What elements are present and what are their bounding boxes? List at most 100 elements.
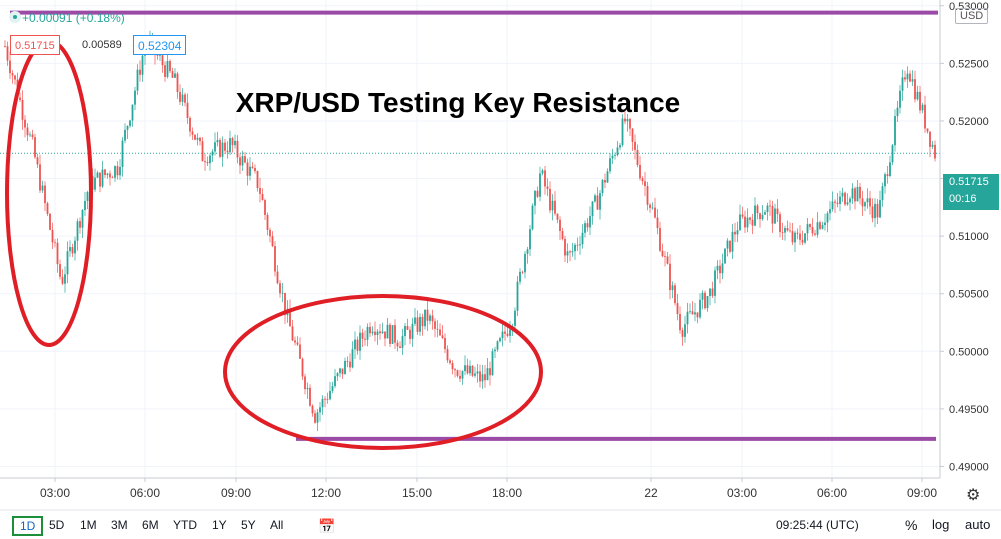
candle — [636, 144, 639, 168]
gear-icon[interactable]: ⚙ — [966, 487, 981, 504]
candle — [291, 319, 294, 342]
candle — [896, 100, 899, 123]
candle — [4, 40, 6, 48]
candle — [116, 161, 119, 180]
annotation-ellipse-center — [223, 294, 543, 450]
range-ytd-button[interactable]: YTD — [173, 518, 197, 532]
candle — [871, 198, 874, 223]
candle — [21, 90, 24, 130]
candle — [876, 199, 879, 225]
candle — [444, 333, 446, 354]
range-3m-button[interactable]: 3M — [111, 518, 128, 532]
candle — [794, 230, 796, 253]
candle — [621, 113, 624, 147]
candle — [864, 201, 866, 212]
candle — [499, 336, 501, 343]
candle — [269, 227, 271, 243]
candle — [494, 346, 496, 359]
candle — [301, 357, 304, 380]
time-tick-label: 06:00 — [817, 486, 847, 500]
candle — [486, 358, 489, 381]
candle — [616, 141, 619, 157]
candle — [114, 165, 116, 182]
price-axis[interactable]: 0.530000.525000.520000.515000.510000.505… — [939, 0, 989, 512]
candle — [659, 221, 661, 253]
candle — [604, 173, 606, 189]
candle — [661, 243, 664, 258]
candle — [359, 325, 361, 360]
candle — [676, 293, 679, 321]
currency-label[interactable]: USD — [955, 8, 989, 24]
candle — [686, 302, 689, 334]
current-price-value: 0.51715 — [949, 176, 989, 188]
candle — [884, 172, 886, 194]
change-text: +0.00091 (+0.18%) — [22, 11, 125, 25]
candle — [124, 123, 126, 144]
candle — [879, 190, 881, 219]
range-1y-button[interactable]: 1Y — [212, 518, 227, 532]
level-lines — [10, 10, 938, 441]
candle — [689, 303, 691, 315]
candle — [174, 68, 176, 79]
candle — [889, 155, 891, 178]
candle — [406, 318, 409, 330]
candle — [259, 177, 261, 203]
range-1m-button[interactable]: 1M — [80, 518, 97, 532]
candle — [404, 322, 406, 346]
range-all-button[interactable]: All — [270, 518, 284, 532]
candle — [566, 243, 569, 264]
clock-utc[interactable]: 09:25:44 (UTC) — [776, 518, 859, 532]
candle — [536, 186, 539, 199]
candle — [279, 280, 281, 298]
candle — [924, 95, 926, 133]
candle — [411, 317, 414, 347]
candle — [481, 364, 484, 389]
calendar-icon[interactable]: 📅 — [318, 518, 336, 534]
range-5d-button[interactable]: 5D — [49, 518, 65, 532]
candle — [59, 259, 61, 280]
candle — [479, 364, 481, 388]
candle — [364, 330, 366, 346]
candle — [341, 368, 344, 379]
candle — [539, 166, 541, 202]
candlestick-series — [4, 30, 936, 432]
candle — [294, 336, 296, 346]
candle — [654, 197, 656, 219]
candle — [734, 222, 736, 243]
candle — [596, 187, 599, 210]
candle — [506, 326, 509, 338]
candle — [426, 301, 429, 331]
percent-button[interactable]: % — [905, 517, 918, 533]
candle — [611, 148, 614, 164]
candle — [31, 129, 34, 140]
candle — [11, 70, 14, 84]
price-tick-label: 0.52000 — [949, 116, 989, 128]
candle — [714, 266, 716, 304]
candle — [26, 123, 29, 141]
price-tick-label: 0.49000 — [949, 461, 989, 473]
annotation-ellipse-left — [5, 39, 93, 347]
range-6m-button[interactable]: 6M — [142, 518, 159, 532]
candle — [284, 292, 286, 324]
candle — [361, 328, 364, 347]
candle — [256, 170, 259, 192]
candle — [316, 409, 319, 432]
log-button[interactable]: log — [932, 517, 950, 532]
candle — [741, 206, 744, 219]
auto-button[interactable]: auto — [965, 517, 991, 532]
ask-value[interactable]: 0.52304 — [133, 35, 187, 55]
candle — [776, 199, 779, 222]
candle — [369, 322, 371, 338]
range-5y-button[interactable]: 5Y — [241, 518, 256, 532]
candle — [934, 140, 936, 162]
candle — [541, 168, 544, 176]
range-1d-button[interactable]: 1D — [12, 516, 44, 536]
candle — [471, 365, 474, 378]
candle — [34, 133, 36, 159]
bid-value[interactable]: 0.51715 — [10, 35, 60, 55]
candle — [729, 240, 731, 254]
candle — [466, 358, 469, 375]
time-axis[interactable]: 03:00 06:00 09:00 12:00 15:00 18:00 22 03:00 06:… — [0, 477, 1001, 512]
candle — [724, 248, 726, 264]
